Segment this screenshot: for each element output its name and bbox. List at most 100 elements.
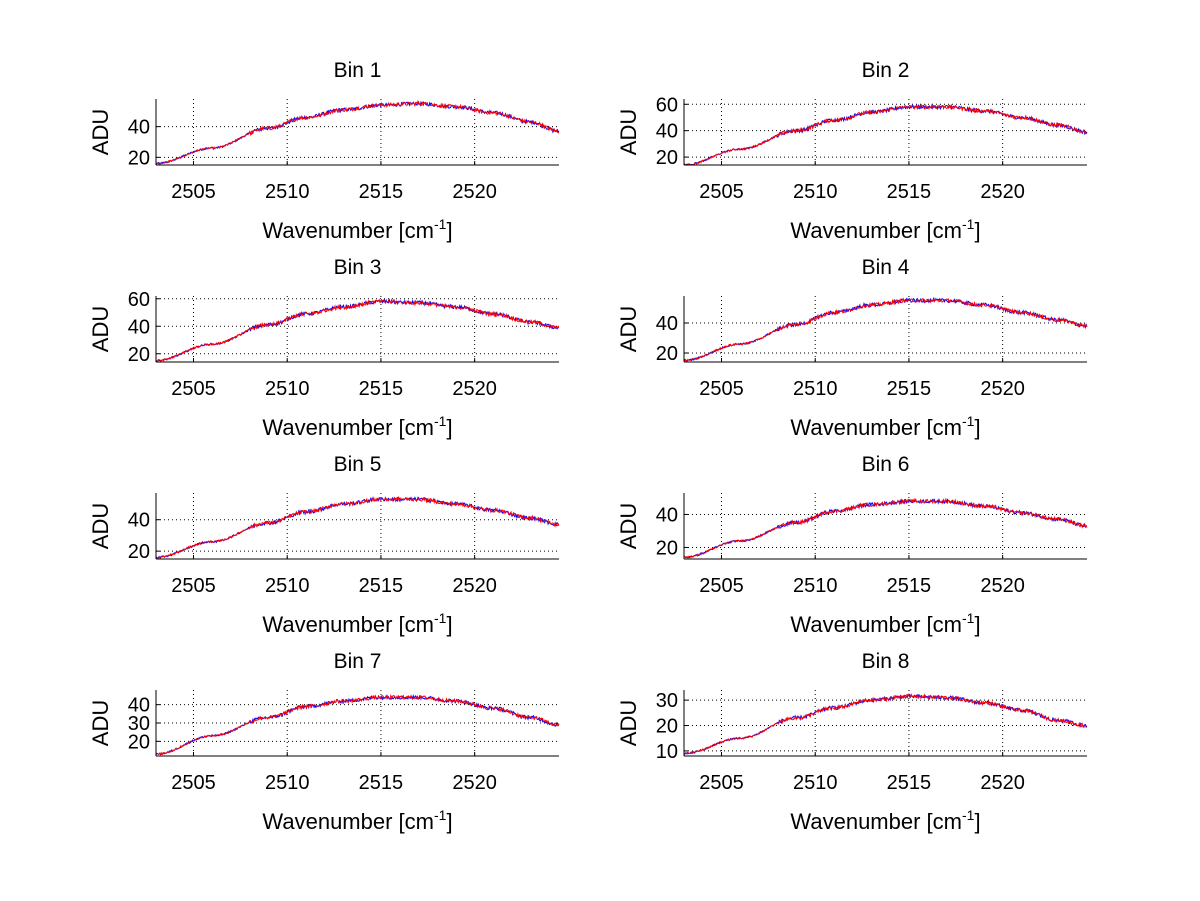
x-axis-label: Wavenumber [cm-1] bbox=[262, 807, 452, 834]
x-axis-label-bracket: ] bbox=[446, 809, 452, 834]
x-tick-label: 2505 bbox=[171, 772, 216, 794]
x-tick-label: 2510 bbox=[793, 378, 838, 400]
x-tick-label: 2515 bbox=[359, 772, 404, 794]
series-line-2 bbox=[155, 298, 560, 362]
x-axis-label-bracket: ] bbox=[446, 612, 452, 637]
x-tick-label: 2515 bbox=[887, 378, 932, 400]
subplot-title: Bin 6 bbox=[862, 453, 910, 476]
x-tick-label: 2520 bbox=[980, 575, 1025, 597]
x-axis-label: Wavenumber [cm-1] bbox=[262, 610, 452, 637]
y-axis-label: ADU bbox=[616, 700, 641, 746]
y-tick-label: 40 bbox=[128, 695, 150, 717]
subplot-8: Bin 8 2505 2510 2515 2520 10 20 30 ADU Wavenumber… bbox=[616, 650, 1088, 834]
subplot-3: Bin 3 2505 2510 2515 2520 20 40 60 ADU Wavenumber… bbox=[88, 256, 560, 440]
y-tick-label: 20 bbox=[656, 147, 678, 169]
x-tick-label: 2510 bbox=[793, 575, 838, 597]
series-line-1 bbox=[155, 298, 560, 363]
subplot-title: Bin 4 bbox=[862, 256, 910, 279]
subplot-title: Bin 3 bbox=[334, 256, 382, 279]
x-axis-label-text: Wavenumber [cm bbox=[262, 809, 434, 834]
y-tick-label: 40 bbox=[128, 510, 150, 532]
y-axis-label: ADU bbox=[616, 503, 641, 549]
y-tick-label: 30 bbox=[128, 713, 150, 735]
y-tick-label: 20 bbox=[128, 541, 150, 563]
x-tick-label: 2520 bbox=[980, 181, 1025, 203]
x-tick-label: 2505 bbox=[699, 575, 744, 597]
series-line-2 bbox=[155, 495, 560, 559]
series-line-2 bbox=[155, 100, 559, 165]
y-tick-label: 40 bbox=[656, 121, 678, 143]
x-axis-label-superscript: -1 bbox=[434, 807, 447, 823]
y-tick-label: 40 bbox=[128, 316, 150, 338]
x-tick-label: 2510 bbox=[265, 772, 310, 794]
x-tick-label: 2505 bbox=[171, 575, 216, 597]
series-line-2 bbox=[683, 103, 1088, 166]
x-axis-label-superscript: -1 bbox=[434, 413, 447, 429]
x-axis-label-text: Wavenumber [cm bbox=[790, 612, 962, 637]
x-tick-label: 2515 bbox=[887, 772, 932, 794]
y-tick-label: 30 bbox=[656, 690, 678, 712]
y-tick-label: 20 bbox=[128, 344, 150, 366]
subplot-6: Bin 6 2505 2510 2515 2520 20 40 ADU Wavenumber [… bbox=[616, 453, 1088, 637]
series-line-1 bbox=[155, 496, 560, 559]
x-axis-label-bracket: ] bbox=[974, 415, 980, 440]
x-axis-label-superscript: -1 bbox=[962, 413, 975, 429]
x-tick-label: 2520 bbox=[980, 772, 1025, 794]
subplot-2: Bin 2 2505 2510 2515 2520 20 40 60 ADU Wavenumber… bbox=[616, 59, 1088, 243]
x-axis-label-superscript: -1 bbox=[434, 610, 447, 626]
x-axis-label-text: Wavenumber [cm bbox=[790, 218, 962, 243]
x-axis-label-bracket: ] bbox=[974, 218, 980, 243]
y-tick-label: 20 bbox=[656, 537, 678, 559]
subplot-title: Bin 5 bbox=[334, 453, 382, 476]
x-axis-label-bracket: ] bbox=[446, 415, 452, 440]
series-line-2 bbox=[683, 297, 1088, 363]
subplot-title: Bin 2 bbox=[862, 59, 910, 82]
x-axis-label-bracket: ] bbox=[974, 612, 980, 637]
y-axis-label: ADU bbox=[616, 306, 641, 352]
x-tick-label: 2510 bbox=[265, 378, 310, 400]
subplot-5: Bin 5 2505 2510 2515 2520 20 40 ADU Wavenumber [… bbox=[88, 453, 560, 637]
x-tick-label: 2510 bbox=[265, 181, 310, 203]
y-tick-label: 20 bbox=[656, 716, 678, 738]
y-tick-label: 20 bbox=[656, 343, 678, 365]
x-tick-label: 2505 bbox=[699, 181, 744, 203]
subplot-title: Bin 7 bbox=[334, 650, 382, 673]
x-tick-label: 2520 bbox=[452, 575, 497, 597]
x-axis-label: Wavenumber [cm-1] bbox=[790, 413, 980, 440]
x-axis-label: Wavenumber [cm-1] bbox=[790, 610, 980, 637]
x-axis-label-superscript: -1 bbox=[962, 807, 975, 823]
series-line-2 bbox=[155, 693, 560, 756]
x-axis-label-superscript: -1 bbox=[962, 610, 975, 626]
x-tick-label: 2510 bbox=[793, 181, 838, 203]
y-tick-label: 40 bbox=[128, 117, 150, 139]
subplot-title: Bin 8 bbox=[862, 650, 910, 673]
x-axis-label-bracket: ] bbox=[446, 218, 452, 243]
x-axis-label: Wavenumber [cm-1] bbox=[790, 216, 980, 243]
y-axis-label: ADU bbox=[88, 700, 113, 746]
x-tick-label: 2505 bbox=[699, 772, 744, 794]
series-line-1 bbox=[155, 100, 560, 165]
y-axis-label: ADU bbox=[616, 109, 641, 155]
y-tick-label: 40 bbox=[656, 313, 678, 335]
x-tick-label: 2515 bbox=[359, 181, 404, 203]
subplot-title: Bin 1 bbox=[334, 59, 382, 82]
series-line-1 bbox=[684, 497, 1088, 559]
x-axis-label-text: Wavenumber [cm bbox=[790, 809, 962, 834]
y-tick-label: 10 bbox=[656, 741, 678, 763]
x-axis-label-bracket: ] bbox=[974, 809, 980, 834]
x-tick-label: 2505 bbox=[171, 378, 216, 400]
y-axis-label: ADU bbox=[88, 109, 113, 155]
x-axis-label-text: Wavenumber [cm bbox=[262, 415, 434, 440]
x-axis-label-text: Wavenumber [cm bbox=[790, 415, 962, 440]
x-tick-label: 2515 bbox=[887, 575, 932, 597]
x-tick-label: 2520 bbox=[452, 181, 497, 203]
y-tick-label: 40 bbox=[656, 504, 678, 526]
y-axis-label: ADU bbox=[88, 503, 113, 549]
subplot-1: Bin 1 2505 2510 2515 2520 20 40 ADU Wavenumber [… bbox=[88, 59, 560, 243]
subplot-4: Bin 4 2505 2510 2515 2520 20 40 ADU Wavenumber [… bbox=[616, 256, 1088, 440]
series-line-1 bbox=[683, 693, 1088, 755]
x-axis-label-text: Wavenumber [cm bbox=[262, 218, 434, 243]
y-tick-label: 20 bbox=[128, 731, 150, 753]
